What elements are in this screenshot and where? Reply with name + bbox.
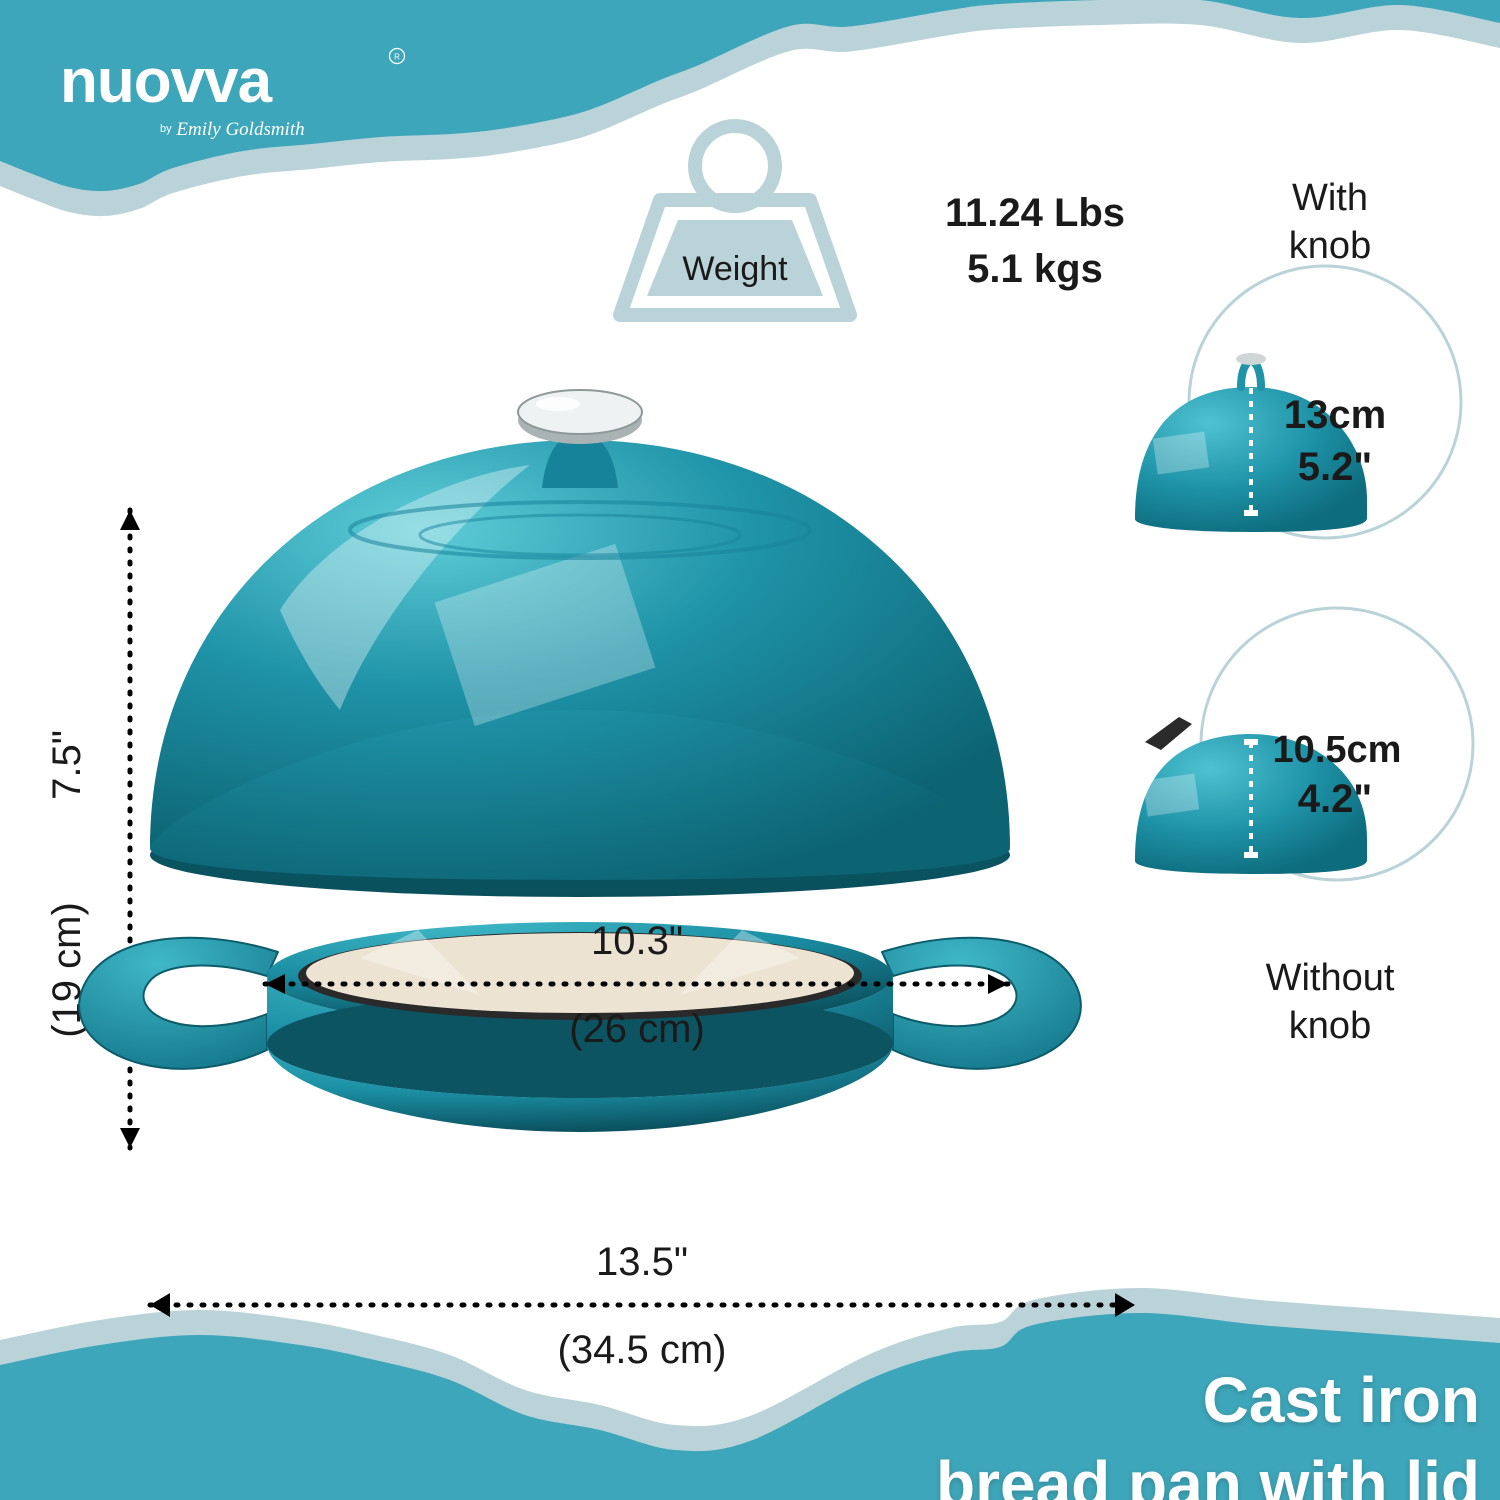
svg-text:10.5cm: 10.5cm xyxy=(1273,729,1402,771)
svg-text:5.2": 5.2" xyxy=(1298,445,1373,489)
svg-text:Weight: Weight xyxy=(682,250,788,288)
svg-text:(26 cm): (26 cm) xyxy=(569,1007,705,1051)
svg-text:10.3": 10.3" xyxy=(591,919,683,963)
svg-text:13cm: 13cm xyxy=(1284,393,1386,437)
svg-text:7.5": 7.5" xyxy=(45,730,89,800)
svg-text:nuovva: nuovva xyxy=(60,47,273,116)
svg-text:(34.5 cm): (34.5 cm) xyxy=(558,1328,727,1372)
svg-text:4.2": 4.2" xyxy=(1298,777,1373,821)
svg-text:R: R xyxy=(394,53,400,62)
